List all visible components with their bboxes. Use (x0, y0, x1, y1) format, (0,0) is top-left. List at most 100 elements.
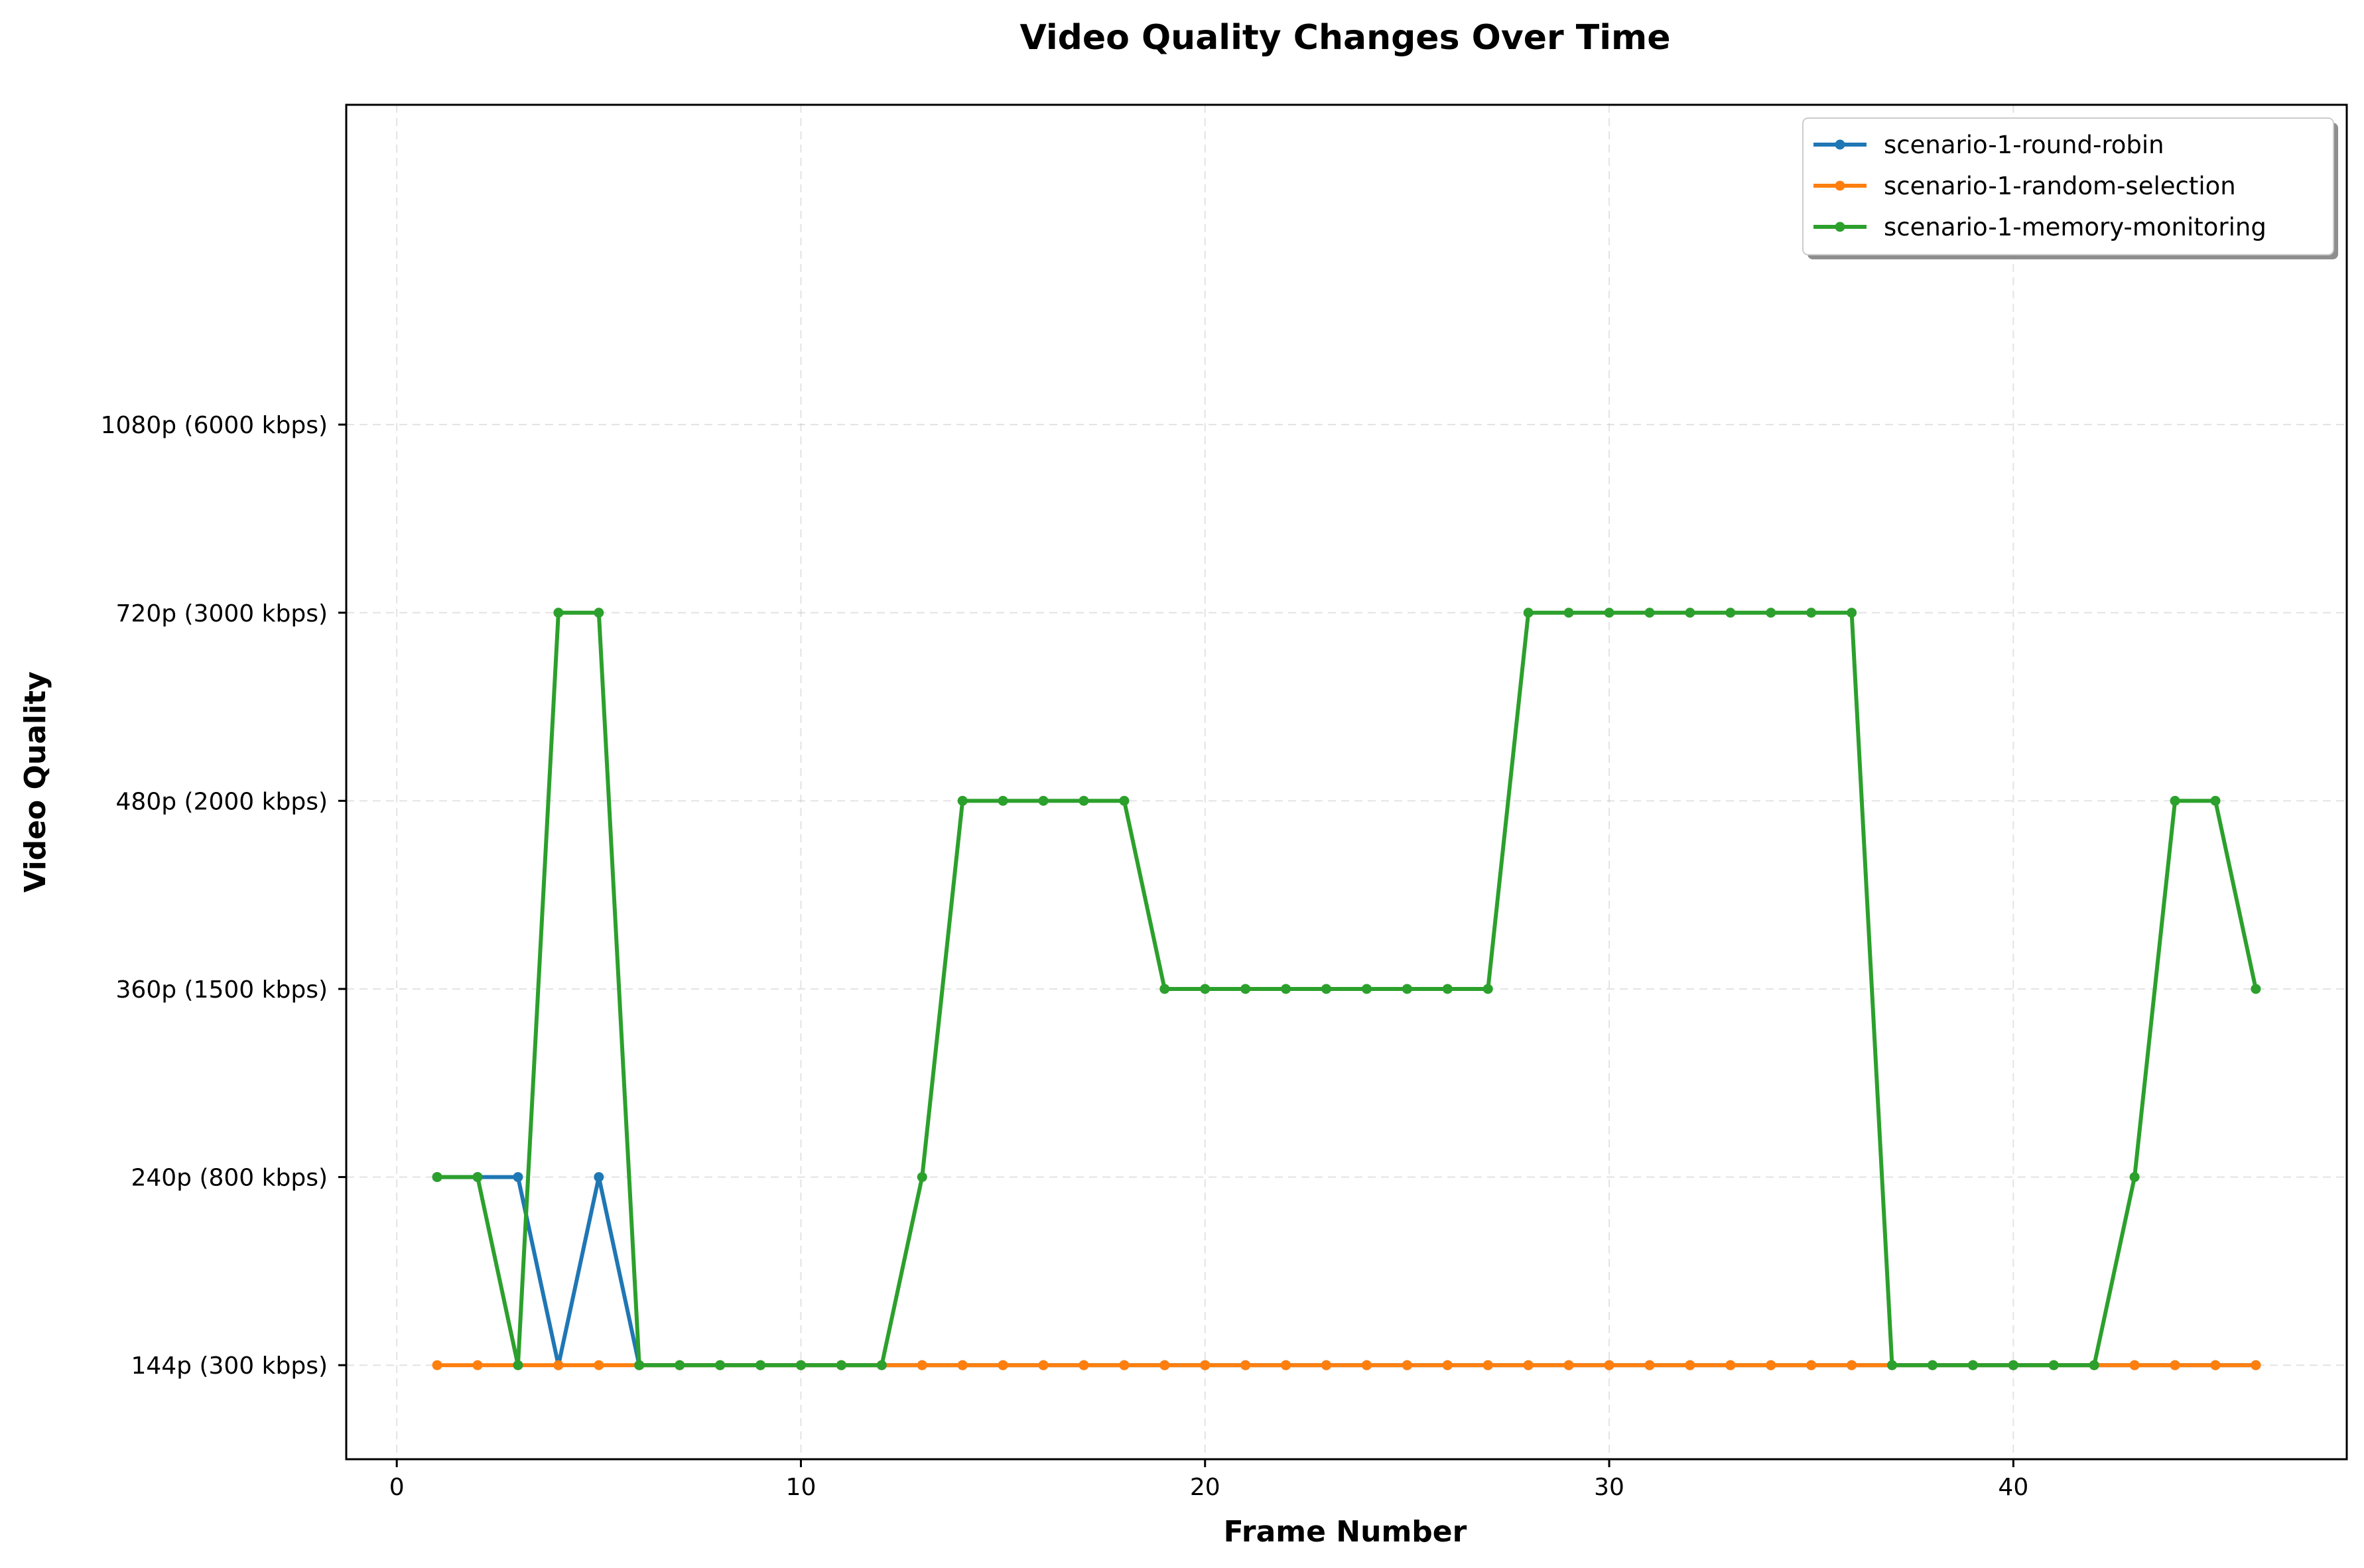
data-point (917, 1360, 927, 1370)
y-axis-label: Video Quality (19, 671, 52, 893)
y-tick-label: 144p (300 kbps) (131, 1352, 328, 1380)
data-point (1927, 1360, 1937, 1370)
data-point (513, 1360, 523, 1370)
y-tick-label: 720p (3000 kbps) (116, 600, 328, 627)
x-tick-label: 20 (1190, 1474, 1220, 1501)
data-point (2251, 1360, 2261, 1370)
data-point (2170, 795, 2180, 806)
data-point (2048, 1360, 2059, 1370)
data-point (1159, 984, 1170, 994)
data-point (1442, 1360, 1453, 1370)
data-point (472, 1360, 483, 1370)
data-point (472, 1172, 483, 1183)
legend-label: scenario-1-round-robin (1884, 131, 2164, 159)
data-point (594, 1360, 604, 1370)
data-point (2251, 984, 2261, 994)
data-point (1402, 984, 1412, 994)
y-tick-label: 240p (800 kbps) (131, 1165, 328, 1192)
data-point (795, 1360, 806, 1370)
data-point (1240, 984, 1251, 994)
data-point (1281, 984, 1291, 994)
data-point (1967, 1360, 1978, 1370)
data-point (1766, 1360, 1776, 1370)
data-point (1482, 984, 1493, 994)
data-point (1523, 1360, 1534, 1370)
plot-area-frame (345, 103, 2348, 1461)
y-tick-label: 1080p (6000 kbps) (101, 412, 328, 439)
data-point (2089, 1360, 2099, 1370)
data-point (1038, 1360, 1049, 1370)
data-point (1847, 608, 1857, 618)
y-tick-label: 480p (2000 kbps) (116, 788, 328, 815)
data-point (836, 1360, 846, 1370)
data-point (1523, 608, 1534, 618)
data-point (1563, 1360, 1574, 1370)
data-point (1361, 1360, 1372, 1370)
legend-label: scenario-1-random-selection (1884, 172, 2236, 200)
data-point (876, 1360, 887, 1370)
chart-title: Video Quality Changes Over Time (1020, 18, 1671, 58)
x-tick-label: 40 (1998, 1474, 2028, 1501)
data-point (1361, 984, 1372, 994)
data-point (1847, 1360, 1857, 1370)
data-point (1887, 1360, 1898, 1370)
data-point (1685, 608, 1695, 618)
data-point (1321, 984, 1332, 994)
data-point (2170, 1360, 2180, 1370)
data-point (957, 795, 968, 806)
data-point (755, 1360, 766, 1370)
data-point (1321, 1360, 1332, 1370)
data-point (1482, 1360, 1493, 1370)
data-point (1563, 608, 1574, 618)
data-point (715, 1360, 726, 1370)
legend-label: scenario-1-memory-monitoring (1884, 213, 2266, 241)
data-point (553, 608, 564, 618)
data-point (553, 1360, 564, 1370)
series-line (435, 610, 2258, 1368)
x-tick-label: 30 (1594, 1474, 1624, 1501)
data-point (2210, 1360, 2221, 1370)
data-point (594, 608, 604, 618)
legend-marker (1835, 222, 1845, 232)
data-point (1038, 795, 1049, 806)
data-point (2210, 795, 2221, 806)
x-axis-ticks: 0 10 20 30 40 (389, 1459, 2028, 1501)
data-point (2129, 1360, 2140, 1370)
data-point (513, 1172, 523, 1183)
x-tick-label: 10 (786, 1474, 817, 1501)
data-point (998, 795, 1008, 806)
data-point (432, 1360, 442, 1370)
data-point (1200, 984, 1211, 994)
data-point (1644, 1360, 1655, 1370)
data-point (917, 1172, 927, 1183)
data-point (432, 1172, 442, 1183)
x-tick-label: 0 (389, 1474, 405, 1501)
data-point (1766, 608, 1776, 618)
legend-marker (1835, 139, 1845, 150)
data-point (1442, 984, 1453, 994)
data-point (1281, 1360, 1291, 1370)
y-axis-ticks: 144p (300 kbps) 240p (800 kbps) 360p (1500… (101, 412, 346, 1380)
data-point (1604, 1360, 1614, 1370)
data-point (1119, 795, 1130, 806)
data-point (1644, 608, 1655, 618)
legend-marker (1835, 180, 1845, 191)
data-point (998, 1360, 1008, 1370)
data-point (1685, 1360, 1695, 1370)
data-point (1200, 1360, 1211, 1370)
y-tick-label: 360p (1500 kbps) (116, 976, 328, 1004)
data-point (957, 1360, 968, 1370)
data-point (1079, 1360, 1089, 1370)
data-point (1725, 1360, 1736, 1370)
data-point (594, 1172, 604, 1183)
data-point (1402, 1360, 1412, 1370)
data-point (2008, 1360, 2018, 1370)
data-point (1725, 608, 1736, 618)
data-point (634, 1360, 645, 1370)
legend: scenario-1-round-robin scenario-1-random-… (1802, 117, 2338, 259)
data-point (1806, 1360, 1817, 1370)
x-axis-label: Frame Number (1224, 1515, 1467, 1549)
data-point (1079, 795, 1089, 806)
